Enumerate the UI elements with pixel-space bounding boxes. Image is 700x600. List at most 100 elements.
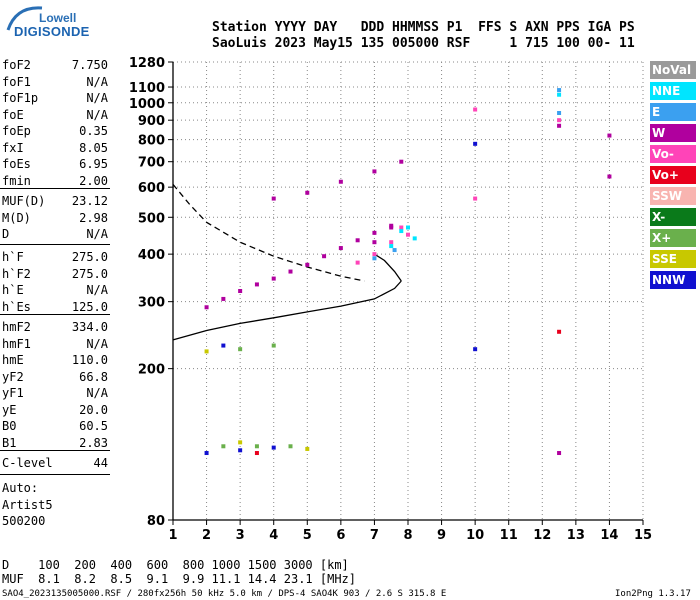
data-point (221, 296, 226, 301)
param-value: 275.0 (71, 266, 108, 281)
param-row: hmE 110.0 (2, 353, 108, 369)
param-row: foF1p N/A (2, 91, 108, 107)
legend-item-e: E (650, 103, 696, 121)
data-point (238, 440, 243, 445)
param-row: h`F 275.0 (2, 250, 108, 266)
data-point (557, 110, 562, 115)
x-tick-label: 12 (533, 528, 551, 543)
data-point (372, 169, 377, 174)
param-value: N/A (86, 283, 108, 297)
distance-row: D 100 200 400 600 800 1000 1500 3000 [km… (2, 558, 349, 572)
digisonde-logo-icon (6, 6, 43, 31)
param-row: B0 60.5 (2, 419, 108, 435)
y-tick-label: 300 (138, 296, 165, 311)
param-name: C-level (2, 456, 53, 470)
data-point (305, 262, 310, 267)
param-row: fxI 8.05 (2, 141, 108, 157)
param-name: foEs (2, 157, 31, 171)
profile-curve-solid (374, 253, 402, 282)
data-point (204, 349, 209, 354)
y-tick-label: 1100 (129, 81, 165, 96)
data-point (557, 88, 562, 93)
y-tick-label: 700 (138, 156, 165, 171)
param-value: 2.83 (79, 435, 108, 450)
data-point (322, 254, 327, 259)
param-value: 275.0 (71, 250, 108, 264)
data-point (399, 225, 404, 230)
param-name: h`Es (2, 299, 31, 314)
param-value: 8.05 (79, 140, 108, 155)
param-value: 2.00 (79, 173, 108, 188)
param-row: foF2 7.750 (2, 58, 108, 74)
data-point (473, 347, 478, 352)
param-name: B1 (2, 435, 17, 450)
y-tick-label: 1280 (129, 56, 165, 71)
data-point (221, 444, 226, 449)
param-value: N/A (86, 91, 108, 105)
legend-item-nne: NNE (650, 82, 696, 100)
param-row: B1 2.83 (2, 436, 108, 452)
data-point (355, 260, 360, 265)
data-point (305, 190, 310, 195)
param-value: N/A (86, 74, 108, 89)
x-tick-label: 13 (567, 528, 585, 543)
data-point (372, 230, 377, 235)
data-point (221, 343, 226, 348)
data-point (406, 225, 410, 230)
data-point (473, 196, 478, 201)
param-row: foEs 6.95 (2, 157, 108, 173)
ionogram-chart: 1 2 3 4 5 6 7 8 9 10 11 12 13 14 158020030040050060070… (129, 56, 652, 543)
data-point (254, 444, 259, 449)
param-row: fmin 2.00 (2, 174, 108, 190)
x-tick-label: 10 (466, 528, 484, 543)
legend-item-vo: Vo- (650, 145, 696, 163)
auto-scaler-info: Artist5 (2, 497, 53, 512)
data-point (557, 118, 562, 123)
param-value: N/A (86, 336, 108, 351)
legend-item-noval: NoVal (650, 61, 696, 79)
x-tick-label: 5 (303, 528, 312, 543)
x-tick-label: 14 (600, 528, 618, 543)
param-value: 23.12 (71, 194, 108, 208)
x-tick-label: 11 (500, 528, 518, 543)
muf-row: MUF 8.1 8.2 8.5 9.1 9.9 11.1 14.4 23.1 [… (2, 572, 357, 586)
header-labels: Station YYYY DAY DDD HHMMSS P1 FFS S AXN… (212, 20, 635, 35)
data-point (399, 159, 404, 164)
param-name: hmF1 (2, 336, 31, 351)
data-point (271, 276, 276, 281)
x-tick-label: 4 (269, 528, 278, 543)
data-point (473, 107, 478, 112)
param-value: N/A (86, 227, 108, 241)
param-value: 0.35 (79, 124, 108, 138)
data-point (238, 289, 243, 293)
data-point (271, 343, 276, 348)
param-row: hmF2 334.0 (2, 320, 108, 336)
data-point (607, 133, 612, 138)
param-row: D N/A (2, 227, 108, 243)
data-point (372, 256, 377, 261)
data-point (406, 232, 410, 237)
data-point (557, 451, 562, 456)
legend-item-x: X+ (650, 229, 696, 247)
param-row: hmF1 N/A (2, 337, 108, 353)
legend-item-w: W (650, 124, 696, 142)
data-point (338, 246, 343, 251)
param-divider (0, 188, 110, 189)
footer-file-info: SAO4_2023135005000.RSF / 280fx256h 50 kH… (2, 589, 447, 599)
data-point (204, 451, 209, 456)
param-value: N/A (86, 107, 108, 122)
footer-version: Ion2Png 1.3.17 (615, 589, 691, 599)
param-name: yF2 (2, 369, 24, 384)
data-point (389, 225, 394, 230)
data-point (372, 240, 377, 245)
legend-item-ssw: SSW (650, 187, 696, 205)
param-name: hmF2 (2, 320, 31, 334)
param-value: 60.5 (79, 419, 108, 433)
param-value: 110.0 (71, 353, 108, 367)
param-name: fxI (2, 140, 24, 155)
param-row: h`F2 275.0 (2, 267, 108, 283)
y-tick-label: 400 (138, 248, 165, 263)
param-name: D (2, 227, 10, 241)
data-point (372, 252, 377, 257)
param-name: M(D) (2, 210, 31, 225)
